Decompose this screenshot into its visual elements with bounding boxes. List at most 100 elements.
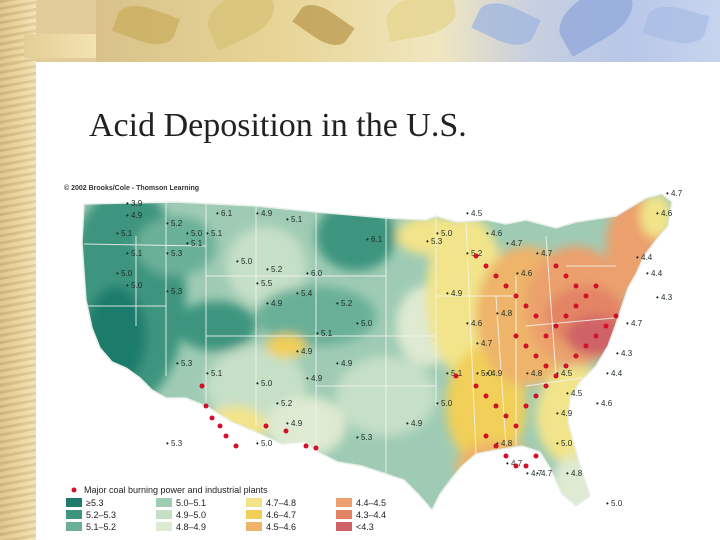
ph-label: • 6.0 [306, 269, 323, 278]
ph-label: • 4.7 [536, 469, 553, 478]
power-plant-marker [523, 343, 529, 349]
ph-label: • 5.0 [556, 439, 573, 448]
power-plant-marker [199, 383, 205, 389]
ph-label: • 5.1 [316, 329, 333, 338]
ph-label: • 5.3 [166, 287, 183, 296]
ph-label: • 5.2 [266, 265, 283, 274]
ph-label: • 5.1 [126, 249, 143, 258]
ph-label: • 5.4 [296, 289, 313, 298]
power-plant-marker [553, 323, 559, 329]
ph-label: • 4.4 [606, 369, 623, 378]
power-plant-marker [503, 453, 509, 459]
ph-label: • 4.9 [296, 347, 313, 356]
power-plant-marker [533, 453, 539, 459]
ph-label: • 4.9 [406, 419, 423, 428]
parchment-border [0, 0, 36, 540]
legend-label: 5.2–5.3 [86, 510, 116, 520]
ph-label: • 3.9 [126, 199, 143, 208]
power-plant-marker [533, 313, 539, 319]
ph-label: • 5.0 [256, 379, 273, 388]
ph-label: • 6.1 [366, 235, 383, 244]
ph-label: • 5.3 [176, 359, 193, 368]
ph-label: • 5.1 [186, 239, 203, 248]
ph-label: • 4.3 [656, 293, 673, 302]
power-plant-marker [513, 423, 519, 429]
us-outline [81, 193, 673, 512]
power-plant-marker [483, 393, 489, 399]
ph-label: • 5.1 [286, 215, 303, 224]
ph-label: • 5.0 [606, 499, 623, 508]
power-plant-marker [583, 293, 589, 299]
legend-swatch [336, 498, 352, 507]
legend-label: 4.6–4.7 [266, 510, 296, 520]
power-plant-marker [473, 383, 479, 389]
power-plant-marker [493, 403, 499, 409]
map-svg: • 3.9• 4.9• 5.1• 5.1• 5.2• 5.0• 5.1• 5.3… [66, 189, 683, 532]
legend-swatch [336, 510, 352, 519]
ph-label: • 6.1 [216, 209, 233, 218]
ph-label: • 5.0 [236, 257, 253, 266]
ph-label: • 5.2 [276, 399, 293, 408]
ph-label: • 4.7 [526, 469, 543, 478]
ph-label: • 4.7 [506, 459, 523, 468]
power-plant-marker [483, 263, 489, 269]
legend-label: 4.7–4.8 [266, 498, 296, 508]
ph-label: • 4.7 [476, 339, 493, 348]
ph-label: • 5.2 [466, 249, 483, 258]
ph-label: • 4.6 [466, 319, 483, 328]
ph-label: • 4.9 [126, 211, 143, 220]
power-plant-marker [203, 403, 209, 409]
power-plant-marker [453, 373, 459, 379]
ph-label: • 4.7 [506, 239, 523, 248]
ph-label: • 5.0 [126, 281, 143, 290]
power-plant-marker [533, 393, 539, 399]
power-plant-marker [283, 428, 289, 434]
ph-label: • 4.9 [306, 374, 323, 383]
legend-label: ≥5.3 [86, 498, 103, 508]
ph-label: • 5.2 [336, 299, 353, 308]
power-plant-marker [563, 273, 569, 279]
ph-label: • 5.0 [256, 439, 273, 448]
state-boundaries [83, 202, 637, 474]
ph-label: • 5.1 [206, 229, 223, 238]
power-plant-marker [513, 333, 519, 339]
ph-label: • 4.8 [496, 309, 513, 318]
power-plant-marker [563, 313, 569, 319]
power-plant-marker [513, 293, 519, 299]
ph-labels: • 3.9• 4.9• 5.1• 5.1• 5.2• 5.0• 5.1• 5.3… [116, 189, 683, 508]
power-plant-marker [523, 463, 529, 469]
ph-label: • 4.7 [626, 319, 643, 328]
power-plant-marker [553, 373, 559, 379]
power-plant-marker [223, 433, 229, 439]
legend-swatch [66, 522, 82, 531]
power-plant-marker [553, 263, 559, 269]
ph-label: • 4.5 [466, 209, 483, 218]
decorative-banner [96, 0, 720, 62]
ph-label: • 5.5 [256, 279, 273, 288]
decorative-strip [24, 34, 96, 58]
ph-label: • 4.3 [616, 349, 633, 358]
legend-label: 4.9–5.0 [176, 510, 206, 520]
power-plant-marker [493, 443, 499, 449]
legend-swatch [156, 522, 172, 531]
legend-swatch [66, 498, 82, 507]
ph-label: • 4.9 [336, 359, 353, 368]
legend-label: 4.3–4.4 [356, 510, 386, 520]
power-plant-marker [473, 253, 479, 259]
power-plant-marker [543, 363, 549, 369]
legend-swatch [66, 510, 82, 519]
ph-label: • 5.2 [166, 219, 183, 228]
legend-label: 4.5–4.6 [266, 522, 296, 532]
ph-label: • 5.1 [206, 369, 223, 378]
power-plant-marker [523, 303, 529, 309]
ph-label: • 5.3 [426, 237, 443, 246]
ph-label: • 4.9 [286, 419, 303, 428]
ph-label: • 4.8 [526, 369, 543, 378]
power-plant-marker [573, 283, 579, 289]
power-plant-marker [543, 383, 549, 389]
power-plant-marker [313, 445, 319, 451]
power-plant-marker [233, 443, 239, 449]
legend-label: <4.3 [356, 522, 374, 532]
legend-swatch [156, 510, 172, 519]
legend-label: 4.4–4.5 [356, 498, 386, 508]
